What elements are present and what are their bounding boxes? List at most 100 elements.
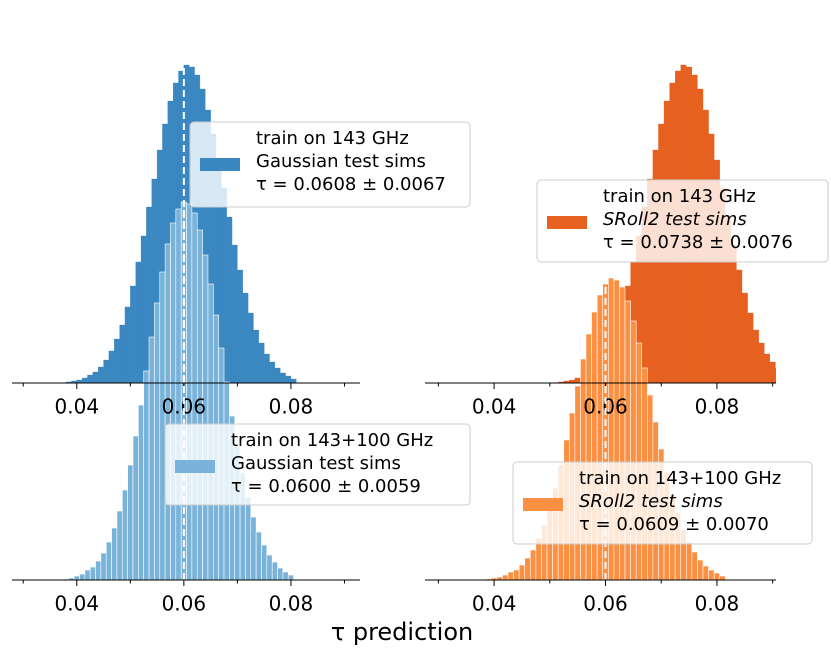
bar — [105, 541, 112, 580]
legend-text: τ = 0.0600 ± 0.0059 — [231, 476, 421, 497]
x-tick-label: 0.06 — [583, 592, 628, 616]
x-tick-label: 0.04 — [55, 395, 100, 419]
bar — [274, 367, 281, 383]
x-tick-label: 0.08 — [695, 592, 740, 616]
legend-text: train on 143 GHz — [256, 128, 409, 149]
bar — [98, 366, 104, 383]
x-tick-label: 0.04 — [472, 592, 517, 616]
bar — [747, 312, 754, 383]
bar — [280, 372, 286, 383]
bar — [127, 464, 134, 580]
legend-box — [512, 461, 813, 545]
bar — [245, 496, 252, 580]
bar — [255, 531, 262, 580]
bar — [143, 370, 150, 580]
bar — [524, 557, 531, 580]
bar — [574, 377, 581, 383]
bar — [691, 551, 698, 580]
bar — [792, 379, 798, 383]
bar — [258, 342, 265, 383]
x-tick-label: 0.06 — [162, 592, 207, 616]
bar — [81, 377, 88, 383]
legend-text: Gaussian test sims — [256, 151, 426, 172]
x-tick-label: 0.08 — [269, 395, 314, 419]
bar — [237, 269, 243, 383]
bar — [226, 216, 233, 383]
bar — [713, 572, 721, 580]
legend-patch — [175, 460, 215, 473]
bar — [730, 244, 737, 383]
bar — [119, 324, 126, 383]
x-axis-label: τ prediction — [331, 618, 474, 646]
bar — [769, 361, 776, 383]
bar — [502, 574, 509, 580]
legend-patch — [200, 158, 240, 171]
x-tick-label: 0.08 — [269, 592, 314, 616]
bar — [529, 549, 537, 580]
legend-text: Gaussian test sims — [231, 453, 401, 474]
bar — [247, 312, 254, 383]
legend-box — [189, 121, 471, 208]
bar — [242, 292, 249, 383]
legend-text: τ = 0.0609 ± 0.0070 — [579, 514, 769, 535]
bar — [264, 353, 270, 383]
legend-text: train on 143 GHz — [603, 186, 756, 207]
bar — [154, 302, 161, 580]
bar — [132, 435, 139, 580]
bar — [84, 569, 91, 580]
x-tick-label: 0.04 — [55, 592, 100, 616]
bar — [114, 338, 120, 383]
bar — [764, 353, 771, 383]
legend-text: τ = 0.0738 ± 0.0076 — [603, 232, 793, 253]
bar — [124, 306, 131, 383]
bar — [787, 376, 793, 383]
bar — [121, 489, 128, 580]
bar — [741, 292, 748, 383]
legend-text: train on 143+100 GHz — [579, 468, 781, 489]
bar — [685, 541, 693, 580]
bar — [148, 336, 155, 580]
bar — [100, 552, 107, 580]
legend-box — [536, 179, 829, 263]
bar — [87, 374, 93, 383]
bar — [159, 271, 166, 580]
bar — [507, 571, 514, 580]
legend-text: train on 143+100 GHz — [231, 430, 433, 451]
legend-text: τ = 0.0608 ± 0.0067 — [256, 174, 446, 195]
bar — [708, 569, 715, 580]
legend-text: SRoll2 test sims — [579, 491, 723, 512]
bar — [285, 375, 292, 383]
x-tick-label: 0.04 — [472, 395, 517, 419]
bar — [266, 554, 273, 580]
bar — [736, 269, 743, 383]
legend-text: SRoll2 test sims — [603, 209, 747, 230]
bar — [697, 559, 704, 580]
bar — [73, 575, 80, 580]
bar — [103, 359, 110, 383]
bar — [702, 565, 709, 580]
bar — [92, 371, 99, 383]
bar — [290, 378, 297, 383]
legend-patch — [547, 216, 587, 229]
x-tick-label: 0.08 — [695, 395, 740, 419]
bar — [719, 575, 726, 580]
bar — [79, 573, 86, 580]
bar — [231, 244, 238, 383]
bar — [138, 404, 145, 580]
bar — [130, 285, 136, 383]
bar — [518, 564, 526, 580]
bar — [282, 571, 289, 580]
bar — [775, 367, 776, 383]
bar — [758, 342, 765, 383]
legend-box — [164, 423, 471, 506]
legend-patch — [523, 498, 563, 511]
bar — [261, 544, 268, 580]
bar — [135, 261, 142, 383]
bar — [111, 527, 118, 580]
bar — [89, 566, 96, 580]
bar — [253, 329, 259, 383]
bar — [513, 569, 520, 580]
bar — [269, 361, 276, 383]
bar — [781, 373, 787, 383]
